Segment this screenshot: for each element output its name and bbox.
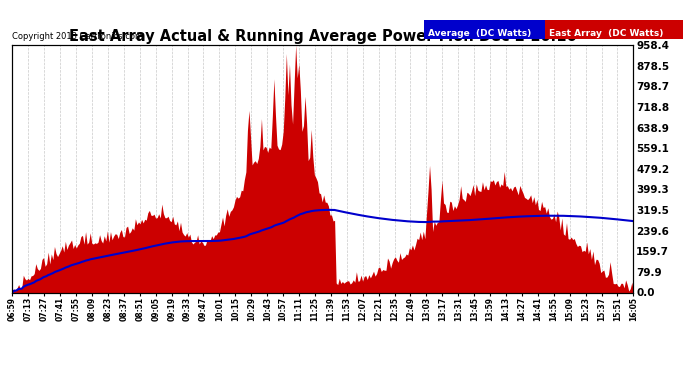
Text: Average  (DC Watts): Average (DC Watts) [428, 29, 532, 38]
Text: East Array  (DC Watts): East Array (DC Watts) [549, 29, 664, 38]
Text: Copyright 2013 Cartronics.com: Copyright 2013 Cartronics.com [12, 32, 144, 41]
Title: East Array Actual & Running Average Power Mon Dec 2 16:16: East Array Actual & Running Average Powe… [69, 29, 577, 44]
